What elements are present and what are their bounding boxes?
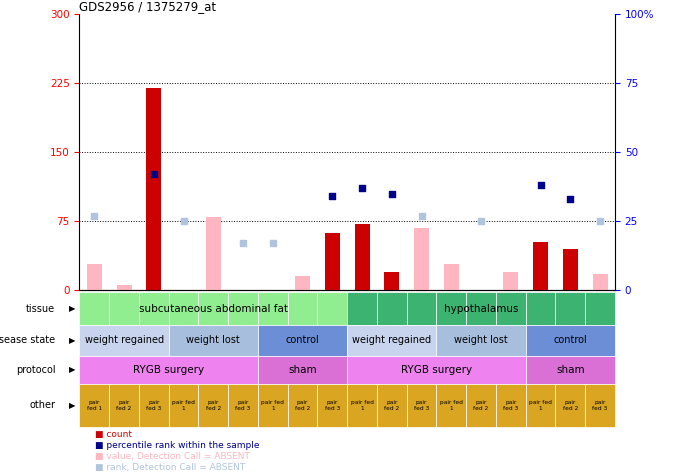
Bar xyxy=(354,224,370,290)
Text: pair fed
1: pair fed 1 xyxy=(529,400,552,410)
Text: RYGB surgery: RYGB surgery xyxy=(133,365,205,375)
Bar xyxy=(414,228,429,290)
Text: ▶: ▶ xyxy=(69,304,76,313)
Text: weight regained: weight regained xyxy=(84,335,164,345)
Bar xyxy=(384,272,399,290)
Text: tissue: tissue xyxy=(26,303,55,314)
Text: GDS2956 / 1375279_at: GDS2956 / 1375279_at xyxy=(79,0,216,13)
Text: pair
fed 2: pair fed 2 xyxy=(206,400,221,410)
Text: pair fed
1: pair fed 1 xyxy=(350,400,374,410)
Text: pair fed
1: pair fed 1 xyxy=(440,400,463,410)
Bar xyxy=(444,264,459,290)
Bar xyxy=(87,264,102,290)
Text: pair
fed 1: pair fed 1 xyxy=(87,400,102,410)
Point xyxy=(475,218,486,225)
Text: pair fed
1: pair fed 1 xyxy=(261,400,284,410)
Text: hypothalamus: hypothalamus xyxy=(444,303,518,314)
Text: subcutaneous abdominal fat: subcutaneous abdominal fat xyxy=(139,303,288,314)
Text: pair
fed 3: pair fed 3 xyxy=(325,400,340,410)
Bar xyxy=(593,273,607,290)
Text: weight regained: weight regained xyxy=(352,335,431,345)
Point xyxy=(594,218,605,225)
Text: ■ percentile rank within the sample: ■ percentile rank within the sample xyxy=(95,441,259,450)
Text: control: control xyxy=(285,335,319,345)
Bar xyxy=(117,285,131,290)
Text: pair fed
1: pair fed 1 xyxy=(172,400,195,410)
Bar xyxy=(206,217,221,290)
Point xyxy=(238,239,249,247)
Text: disease state: disease state xyxy=(0,335,55,345)
Point xyxy=(327,192,338,200)
Text: sham: sham xyxy=(288,365,317,375)
Text: ▶: ▶ xyxy=(69,336,76,345)
Text: RYGB surgery: RYGB surgery xyxy=(401,365,472,375)
Point xyxy=(267,239,278,247)
Point xyxy=(149,171,160,178)
Point xyxy=(357,184,368,192)
Bar xyxy=(325,233,340,290)
Point xyxy=(535,182,546,189)
Text: pair
fed 2: pair fed 2 xyxy=(473,400,489,410)
Point xyxy=(565,195,576,203)
Text: protocol: protocol xyxy=(16,365,55,375)
Text: ■ value, Detection Call = ABSENT: ■ value, Detection Call = ABSENT xyxy=(95,452,249,461)
Point xyxy=(178,218,189,225)
Text: ▶: ▶ xyxy=(69,401,76,410)
Text: pair
fed 2: pair fed 2 xyxy=(295,400,310,410)
Text: weight lost: weight lost xyxy=(454,335,508,345)
Text: pair
fed 3: pair fed 3 xyxy=(592,400,608,410)
Text: pair
fed 2: pair fed 2 xyxy=(117,400,132,410)
Text: other: other xyxy=(29,400,55,410)
Text: pair
fed 2: pair fed 2 xyxy=(384,400,399,410)
Text: control: control xyxy=(553,335,587,345)
Bar xyxy=(504,272,518,290)
Bar xyxy=(563,249,578,290)
Bar xyxy=(146,88,161,290)
Text: weight lost: weight lost xyxy=(187,335,240,345)
Text: ■ count: ■ count xyxy=(95,429,132,438)
Text: sham: sham xyxy=(556,365,585,375)
Point xyxy=(89,212,100,219)
Text: pair
fed 3: pair fed 3 xyxy=(236,400,251,410)
Text: pair
fed 2: pair fed 2 xyxy=(562,400,578,410)
Text: pair
fed 3: pair fed 3 xyxy=(146,400,162,410)
Bar xyxy=(533,242,548,290)
Bar xyxy=(295,276,310,290)
Text: ▶: ▶ xyxy=(69,365,76,374)
Point xyxy=(416,212,427,219)
Text: pair
fed 3: pair fed 3 xyxy=(414,400,429,410)
Text: pair
fed 3: pair fed 3 xyxy=(503,400,518,410)
Text: ■ rank, Detection Call = ABSENT: ■ rank, Detection Call = ABSENT xyxy=(95,464,245,472)
Point xyxy=(386,190,397,197)
